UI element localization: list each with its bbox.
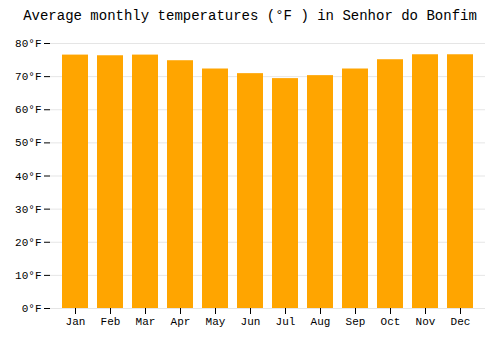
svg-text:Oct: Oct xyxy=(381,316,401,328)
svg-text:50°F: 50°F xyxy=(15,137,41,149)
svg-text:Apr: Apr xyxy=(171,316,191,328)
svg-text:60°F: 60°F xyxy=(15,104,41,116)
svg-text:20°F: 20°F xyxy=(15,237,41,249)
svg-text:Mar: Mar xyxy=(136,316,156,328)
svg-text:10°F: 10°F xyxy=(15,270,41,282)
svg-text:30°F: 30°F xyxy=(15,204,41,216)
svg-text:Jul: Jul xyxy=(276,316,296,328)
svg-text:0°F: 0°F xyxy=(22,303,42,315)
svg-text:Aug: Aug xyxy=(311,316,331,328)
svg-text:Jan: Jan xyxy=(66,316,86,328)
svg-text:40°F: 40°F xyxy=(15,171,41,183)
svg-text:Sep: Sep xyxy=(346,316,366,328)
svg-text:Feb: Feb xyxy=(101,316,121,328)
svg-text:Dec: Dec xyxy=(451,316,471,328)
svg-text:70°F: 70°F xyxy=(15,71,41,83)
svg-text:80°F: 80°F xyxy=(15,38,41,50)
html-text:Average monthly temperatures (: Average monthly temperatures (°F ) in Se… xyxy=(23,8,477,24)
svg-text:Jun: Jun xyxy=(241,316,261,328)
svg-text:Nov: Nov xyxy=(416,316,436,328)
svg-text:May: May xyxy=(206,316,226,328)
